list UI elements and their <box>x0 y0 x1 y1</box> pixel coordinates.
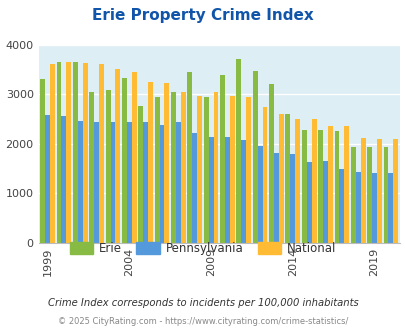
Bar <box>241 140 245 243</box>
Bar <box>159 125 164 243</box>
Bar <box>301 130 306 243</box>
Bar <box>252 71 257 243</box>
Bar <box>311 119 316 243</box>
Bar <box>343 126 348 243</box>
Bar <box>94 122 99 243</box>
Bar <box>236 59 241 243</box>
Bar <box>73 62 78 243</box>
Bar <box>290 154 294 243</box>
Bar <box>192 133 197 243</box>
Bar <box>262 107 267 243</box>
Bar <box>50 64 55 243</box>
Bar <box>126 122 132 243</box>
Bar <box>171 92 175 243</box>
Bar <box>45 115 50 243</box>
Bar <box>40 79 45 243</box>
Bar <box>132 72 136 243</box>
Legend: Erie, Pennsylvania, National: Erie, Pennsylvania, National <box>65 237 340 260</box>
Bar <box>213 91 218 243</box>
Bar <box>154 97 159 243</box>
Bar <box>224 137 229 243</box>
Bar <box>122 78 126 243</box>
Bar <box>355 172 360 243</box>
Bar <box>388 173 392 243</box>
Bar <box>334 131 339 243</box>
Bar <box>371 173 376 243</box>
Bar <box>175 122 180 243</box>
Bar <box>187 72 192 243</box>
Bar <box>78 121 83 243</box>
Bar <box>138 106 143 243</box>
Bar <box>208 137 213 243</box>
Bar <box>61 116 66 243</box>
Bar <box>110 122 115 243</box>
Bar <box>115 69 120 243</box>
Bar <box>366 147 371 243</box>
Bar <box>269 84 273 243</box>
Bar <box>66 62 71 243</box>
Bar <box>257 146 262 243</box>
Bar <box>99 64 104 243</box>
Bar <box>245 96 251 243</box>
Bar <box>392 139 397 243</box>
Bar <box>148 82 153 243</box>
Bar <box>180 92 185 243</box>
Bar <box>197 96 202 243</box>
Bar <box>89 91 94 243</box>
Bar <box>143 122 148 243</box>
Bar <box>318 130 322 243</box>
Bar <box>294 119 299 243</box>
Bar <box>56 62 61 243</box>
Bar <box>339 169 343 243</box>
Bar <box>278 114 283 243</box>
Bar <box>203 96 208 243</box>
Bar <box>306 162 311 243</box>
Text: Erie Property Crime Index: Erie Property Crime Index <box>92 8 313 23</box>
Bar <box>360 138 364 243</box>
Bar <box>285 114 290 243</box>
Bar <box>327 126 332 243</box>
Bar <box>83 63 87 243</box>
Bar <box>376 139 381 243</box>
Bar <box>105 90 110 243</box>
Text: © 2025 CityRating.com - https://www.cityrating.com/crime-statistics/: © 2025 CityRating.com - https://www.city… <box>58 317 347 326</box>
Bar <box>229 96 234 243</box>
Bar <box>322 161 327 243</box>
Text: Crime Index corresponds to incidents per 100,000 inhabitants: Crime Index corresponds to incidents per… <box>47 298 358 308</box>
Bar <box>350 147 355 243</box>
Bar <box>220 75 224 243</box>
Bar <box>273 153 278 243</box>
Bar <box>164 82 169 243</box>
Bar <box>383 147 388 243</box>
